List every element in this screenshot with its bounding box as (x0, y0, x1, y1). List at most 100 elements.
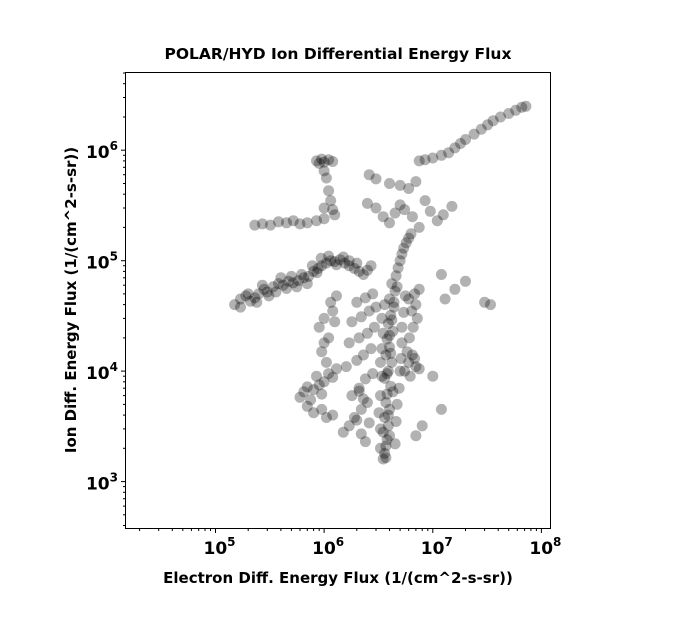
data-point (389, 285, 401, 297)
data-point (355, 428, 367, 440)
data-point (359, 292, 371, 304)
data-point (331, 363, 342, 375)
data-point (403, 332, 415, 344)
data-point (351, 354, 363, 366)
data-point (253, 288, 265, 300)
data-point (363, 305, 375, 317)
data-point (264, 219, 276, 231)
data-point (377, 211, 389, 223)
data-point (503, 108, 515, 119)
data-point (419, 195, 431, 207)
data-point (318, 202, 330, 214)
data-point (357, 393, 369, 405)
data-point (343, 255, 355, 267)
data-point (376, 343, 388, 355)
data-point (343, 420, 355, 432)
data-point (361, 397, 373, 408)
data-point (382, 318, 394, 329)
data-point (285, 270, 297, 282)
data-point (384, 403, 395, 415)
data-point (485, 299, 496, 311)
data-point (367, 368, 379, 380)
data-point (294, 391, 306, 403)
data-point (413, 283, 425, 295)
plot-frame (125, 72, 551, 529)
data-point (355, 403, 367, 415)
data-point (311, 215, 322, 227)
data-point (385, 347, 397, 359)
x-tick-label: 107 (421, 535, 453, 559)
data-point (367, 288, 379, 300)
data-point (256, 218, 268, 230)
x-axis-label: Electron Diff. Energy Flux (1/(cm^2-s-sr… (163, 569, 513, 587)
data-point (292, 275, 304, 287)
data-point (370, 301, 382, 313)
data-point (296, 269, 308, 280)
data-point (396, 337, 408, 349)
y-tick-label: 103 (86, 471, 118, 495)
data-point (287, 277, 299, 289)
data-point (283, 275, 294, 287)
data-point (380, 452, 392, 464)
data-point (403, 293, 415, 305)
data-point (449, 142, 461, 154)
data-point (363, 169, 375, 181)
data-point (381, 434, 393, 446)
data-point (308, 384, 320, 396)
data-point (318, 156, 330, 168)
data-point (340, 361, 352, 373)
data-point (351, 296, 363, 308)
data-point (301, 400, 313, 412)
data-point (312, 263, 324, 274)
data-point (390, 416, 402, 427)
data-point (320, 172, 332, 184)
data-point (431, 215, 443, 227)
data-point (261, 286, 273, 298)
data-point (325, 296, 337, 308)
data-point (439, 293, 451, 305)
data-point (384, 341, 395, 353)
data-point (370, 173, 382, 185)
data-point (375, 423, 386, 435)
data-point (375, 390, 386, 402)
data-point (385, 309, 397, 321)
data-point (384, 293, 395, 305)
data-point (399, 204, 411, 216)
data-point (495, 111, 506, 123)
data-point (410, 176, 422, 188)
data-point (251, 296, 263, 308)
data-point (385, 380, 397, 392)
data-point (320, 356, 332, 368)
data-point (327, 204, 339, 216)
chart-title: POLAR/HYD Ion Differential Energy Flux (165, 45, 512, 63)
data-point (410, 361, 422, 373)
data-point (375, 442, 386, 454)
x-tick-label: 106 (312, 535, 344, 559)
data-point (394, 365, 406, 377)
data-point (318, 213, 330, 225)
data-point (329, 209, 341, 221)
data-point (396, 321, 408, 333)
data-point (361, 197, 373, 209)
data-point (298, 386, 310, 398)
data-point (389, 438, 401, 450)
data-point (400, 237, 412, 249)
data-point (320, 412, 332, 423)
data-point (391, 281, 403, 293)
data-point (258, 283, 270, 295)
x-tick-labels: 105 106 107 108 (203, 535, 561, 559)
data-point (382, 420, 394, 432)
data-point (427, 152, 439, 164)
data-point (249, 219, 261, 231)
data-point (323, 250, 335, 262)
data-point (287, 215, 299, 227)
data-point (435, 403, 447, 415)
data-point (273, 216, 284, 228)
y-tick-label: 105 (86, 250, 118, 274)
data-point (343, 260, 355, 272)
data-point (240, 290, 252, 302)
data-point (468, 128, 480, 140)
data-point (406, 349, 418, 361)
data-point (379, 447, 391, 459)
data-point (353, 332, 365, 344)
